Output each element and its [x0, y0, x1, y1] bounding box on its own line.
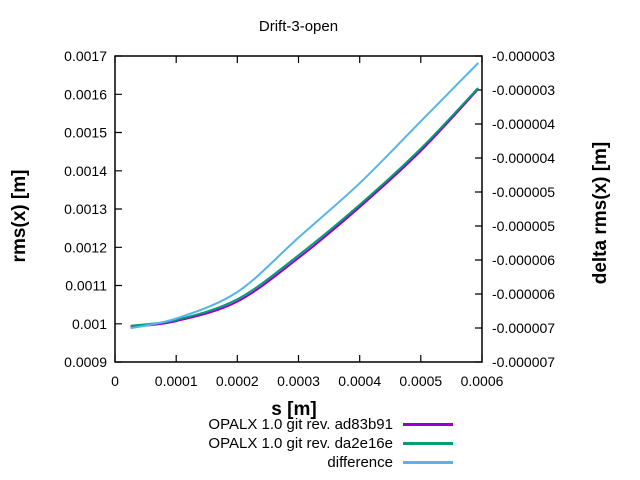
y-right-tick-label: -0.000003: [492, 48, 555, 64]
y-right-tick-label: -0.000007: [492, 354, 555, 370]
x-tick-label: 0.0004: [338, 373, 381, 389]
y-left-tick-label: 0.0015: [64, 125, 107, 141]
plot-border: [114, 55, 483, 363]
legend-line-sample: [403, 423, 453, 426]
y-left-tick-label: 0.001: [72, 316, 107, 332]
y-left-tick-label: 0.0014: [64, 163, 107, 179]
x-tick-label: 0.0005: [399, 373, 442, 389]
curve-difference: [130, 62, 479, 329]
y-left-tick-label: 0.0013: [64, 201, 107, 217]
y-left-tick-label: 0.0011: [65, 278, 107, 294]
legend-line-sample: [403, 461, 453, 464]
curve-ad83b91: [130, 88, 479, 328]
y-right-tick-label: -0.000005: [492, 218, 555, 234]
y-right-tick-label: -0.000004: [492, 116, 555, 132]
y-right-tick-label: -0.000005: [492, 184, 555, 200]
y-left-tick-label: 0.0009: [64, 354, 107, 370]
x-tick-label: 0.0001: [155, 373, 198, 389]
y-left-tick-label: 0.0017: [64, 48, 107, 64]
curve-da2e16e: [130, 87, 479, 327]
x-tick-label: 0.0006: [461, 373, 504, 389]
legend-item-da2e16e: OPALX 1.0 git rev. da2e16e: [208, 434, 453, 453]
y-right-tick-label: -0.000007: [492, 320, 555, 336]
x-tick-label: 0.0003: [277, 373, 320, 389]
y-left-tick-label: 0.0016: [64, 86, 107, 102]
x-tick-label: 0: [111, 373, 119, 389]
legend-item-ad83b91: OPALX 1.0 git rev. ad83b91: [208, 415, 453, 434]
y-right-tick-label: -0.000004: [492, 150, 555, 166]
y-right-tick-label: -0.000006: [492, 252, 555, 268]
legend: OPALX 1.0 git rev. ad83b91 OPALX 1.0 git…: [208, 415, 453, 472]
legend-label: OPALX 1.0 git rev. ad83b91: [208, 416, 393, 433]
legend-label: difference: [327, 454, 393, 471]
x-tick-label: 0.0002: [216, 373, 259, 389]
legend-label: OPALX 1.0 git rev. da2e16e: [208, 435, 393, 452]
y-left-tick-label: 0.0012: [64, 239, 107, 255]
legend-item-difference: difference: [208, 453, 453, 472]
y-right-tick-label: -0.000006: [492, 286, 555, 302]
y-right-tick-label: -0.000003: [492, 82, 555, 98]
axis-ticks: [114, 55, 483, 363]
legend-line-sample: [403, 442, 453, 445]
